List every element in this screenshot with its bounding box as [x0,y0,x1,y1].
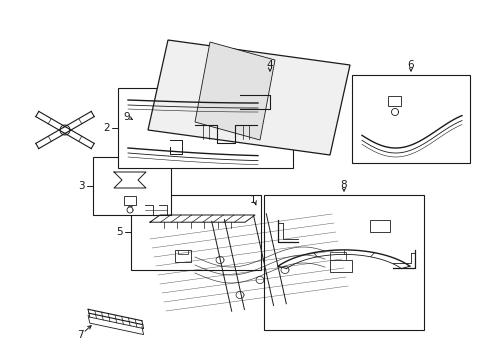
Bar [93,157,171,215]
Text: 2: 2 [103,123,110,133]
Text: 9: 9 [123,112,130,122]
Bar [175,250,191,262]
Text: 4: 4 [266,60,273,70]
Bar [124,196,136,205]
Polygon shape [195,42,274,140]
Polygon shape [148,40,349,155]
Bar [224,75,314,140]
Text: 5: 5 [116,227,123,237]
Bar [247,116,264,126]
Text: 1: 1 [249,195,256,205]
Text: 6: 6 [407,60,413,70]
Bar [369,220,389,232]
Bar [329,252,346,260]
Bar [267,116,282,124]
Text: 8: 8 [340,180,346,190]
Bar [264,195,423,330]
Bar [351,75,469,163]
Bar [387,96,400,106]
Bar [118,88,292,168]
Text: 7: 7 [77,330,83,340]
Bar [329,260,351,272]
Bar [131,195,261,270]
Text: 3: 3 [78,181,85,191]
Polygon shape [150,138,254,145]
